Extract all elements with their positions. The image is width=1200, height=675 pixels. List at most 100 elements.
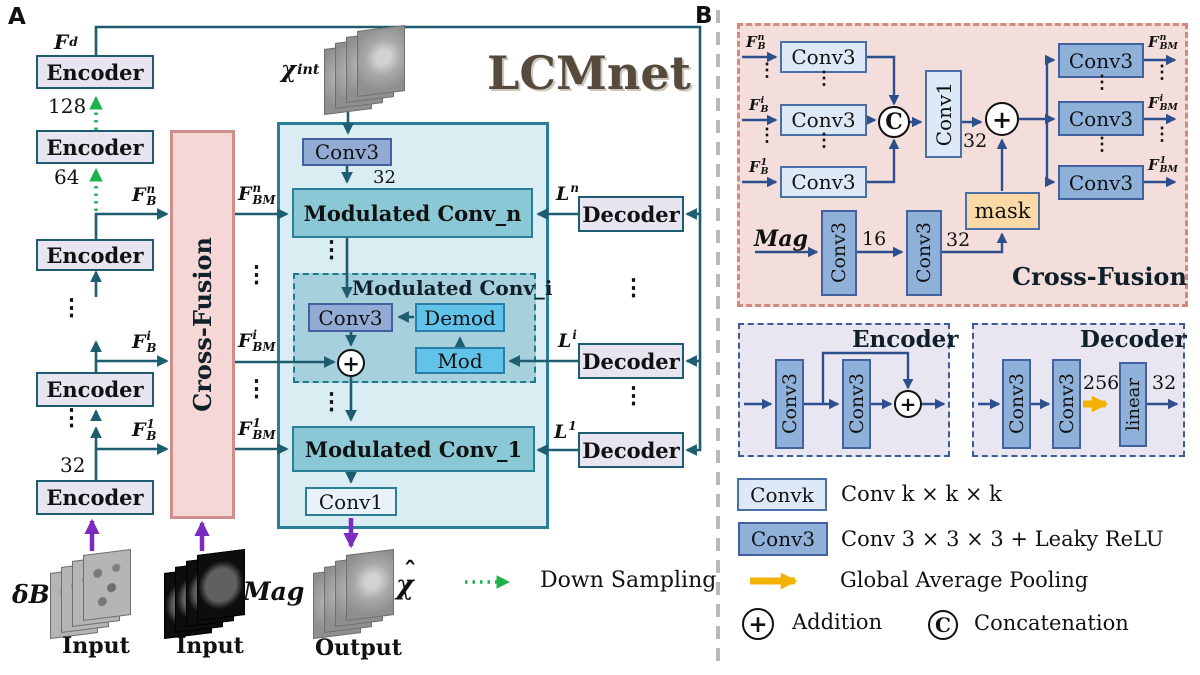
concat-icon: C: [935, 613, 951, 637]
vdots: ⋮: [60, 404, 83, 431]
panel-a-connectors: [90, 25, 702, 484]
db-image-stack: [50, 549, 136, 642]
plus-icon: +: [991, 104, 1013, 134]
addition-circle-legend: +: [742, 608, 774, 640]
conv3-label: Conv3: [845, 373, 868, 435]
modulated-conv-n-label: Modulated Conv_n: [303, 200, 522, 226]
dec-linear-box: linear: [1119, 362, 1147, 447]
ln-sup: n: [570, 181, 579, 195]
fd-sub: d: [69, 34, 78, 50]
mask-label: mask: [974, 199, 1031, 223]
cf-title: Cross-Fusion: [1012, 262, 1187, 291]
fbn-sub: B: [146, 193, 157, 208]
fb1-sup: 1: [146, 417, 155, 431]
cf-conv3-left-1: Conv3: [780, 41, 867, 73]
cf-conv3-right-1: Conv3: [1058, 43, 1144, 78]
mag-image-stack: [164, 549, 250, 642]
panel-a-label: A: [8, 4, 26, 30]
conv3-i-box: Conv3: [308, 303, 393, 332]
fbm1-sub: BM: [1159, 164, 1178, 176]
encoder-label: Encoder: [46, 242, 144, 268]
fbi-base: F: [132, 331, 146, 353]
decoder-detail-title: Decoder: [1080, 326, 1187, 353]
vdots: ⋮: [622, 274, 645, 301]
io-arrows: [84, 518, 359, 551]
fbmn-sup: n: [1159, 32, 1167, 43]
modulated-conv-1-label: Modulated Conv_1: [304, 436, 523, 462]
legend-conv3-box: Conv3: [738, 522, 828, 556]
panel-b-connectors: [742, 51, 1179, 410]
vdots: ⋮: [1093, 72, 1111, 93]
vdots: ⋮: [1153, 62, 1171, 83]
conv3-label: Conv3: [1055, 373, 1078, 435]
panel-b-label: B: [695, 3, 713, 29]
vdots: ⋮: [758, 125, 776, 146]
fbn-sub: B: [757, 41, 766, 53]
conv3-i-label: Conv3: [318, 305, 383, 330]
fbmi-sup: i: [252, 328, 257, 342]
fbi-sup: i: [760, 95, 765, 106]
fbmn-sub: BM: [252, 192, 276, 207]
fb1-branch: [94, 443, 169, 480]
b-fbm1-label: F 1 BM: [1148, 156, 1178, 176]
fbmi-sub: BM: [252, 339, 276, 354]
addition-circle-main: +: [337, 349, 365, 377]
fb1-sup: 1: [760, 157, 768, 168]
legend-convk-desc: Conv k × k × k: [841, 482, 1002, 506]
fbm1-base: F: [1148, 156, 1159, 174]
encoder-label: Encoder: [46, 59, 144, 85]
cross-fusion-label: Cross-Fusion: [170, 130, 235, 519]
main-conv3-label: Conv3: [314, 140, 380, 164]
cf-n32-mag: 32: [946, 229, 971, 251]
fb1-sub: B: [146, 428, 157, 443]
plus-icon: +: [899, 392, 917, 416]
modulated-conv-n-box: Modulated Conv_n: [292, 188, 533, 238]
cf-n16: 16: [862, 228, 887, 250]
demod-box: Demod: [415, 303, 505, 332]
fbn-sup: n: [757, 32, 765, 43]
cf-conv1-channels: 32: [963, 130, 988, 152]
vdots: ⋮: [320, 388, 343, 415]
cf-mag-conv3-1: Conv3: [821, 210, 857, 296]
fbn-sup: n: [146, 182, 156, 196]
addition-circle-cf: +: [985, 102, 1019, 136]
decoder-label: Decoder: [582, 348, 680, 374]
decoder-label: Decoder: [582, 437, 680, 463]
fbm1-sup: 1: [252, 416, 261, 430]
xint-label: χ int: [281, 56, 320, 83]
vdots: ⋮: [758, 60, 776, 81]
legend-conv3-desc: Conv 3 × 3 × 3 + Leaky ReLU: [841, 527, 1164, 551]
gap-arrows: [750, 395, 1109, 590]
mag-label: Mag: [243, 577, 305, 606]
dec-conv3-2: Conv3: [1052, 359, 1081, 449]
fbmi-base: F: [238, 330, 252, 352]
vdots: ⋮: [60, 294, 83, 321]
plus-icon: +: [748, 610, 768, 638]
main-conv1-label: Conv1: [318, 489, 384, 514]
decoder-box-1: Decoder: [578, 432, 684, 468]
fbmn-sub: BM: [1159, 41, 1178, 53]
convk-label: Convk: [750, 482, 814, 507]
encoder-label: Encoder: [46, 485, 144, 510]
fbn-branch: [94, 208, 169, 240]
fbm1-base: F: [238, 418, 252, 440]
vdots: ⋮: [245, 261, 268, 288]
xint-image-stack: [324, 25, 410, 118]
cf-conv1-box: Conv1: [925, 70, 962, 158]
fd-top-line: [94, 25, 702, 456]
figure-title: LCMnet: [487, 46, 691, 100]
encoder-box-3: Encoder: [36, 239, 154, 271]
concat-circle-legend: C: [928, 610, 958, 640]
vdots: ⋮: [622, 382, 645, 409]
downsampling-arrows: [89, 95, 511, 589]
output-caption: Output: [315, 635, 402, 661]
mod-box: Mod: [415, 347, 505, 374]
